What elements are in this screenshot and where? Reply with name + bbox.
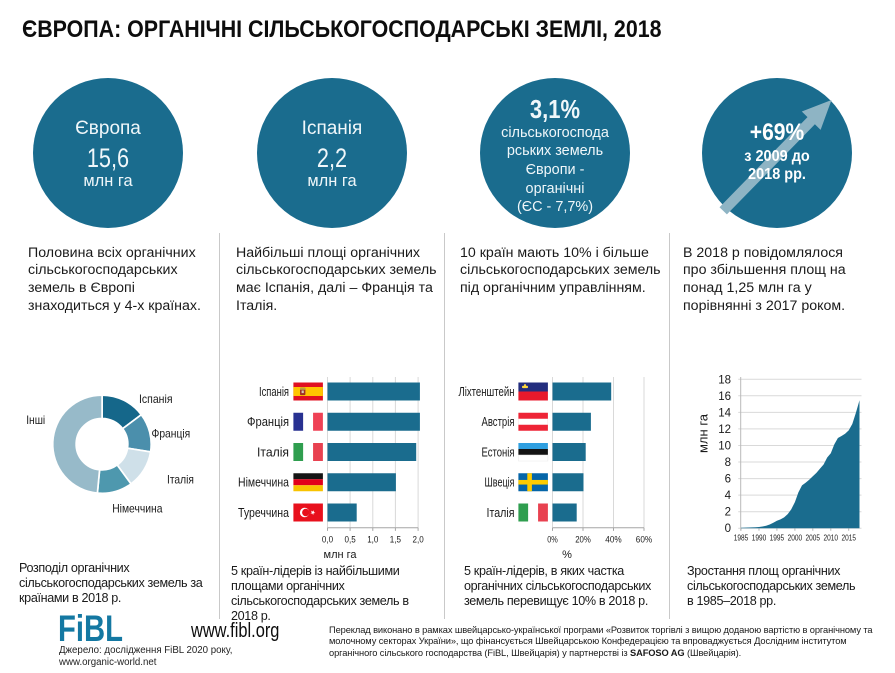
svg-text:2015: 2015	[841, 533, 856, 542]
svg-text:2,0: 2,0	[413, 535, 424, 545]
svg-text:2010: 2010	[824, 533, 839, 542]
svg-text:Інші: Інші	[26, 413, 45, 427]
svg-text:1995: 1995	[770, 533, 785, 542]
svg-text:2: 2	[725, 507, 731, 519]
svg-text:1,0: 1,0	[367, 535, 378, 545]
svg-text:Ліхтенштейн: Ліхтенштейн	[459, 385, 515, 399]
svg-text:Іспанія: Іспанія	[259, 385, 289, 399]
svg-text:2005: 2005	[806, 533, 821, 542]
svg-text:40%: 40%	[605, 535, 621, 545]
svg-text:Франція: Франція	[152, 427, 191, 441]
svg-text:Італія: Італія	[487, 506, 515, 520]
svg-text:20%: 20%	[575, 535, 591, 545]
svg-text:18: 18	[718, 374, 731, 386]
svg-text:Італія: Італія	[167, 472, 194, 486]
svg-text:2000: 2000	[788, 533, 803, 542]
svg-text:14: 14	[718, 407, 731, 419]
svg-text:0: 0	[725, 523, 731, 535]
svg-text:Німеччина: Німеччина	[112, 502, 163, 516]
svg-text:Німеччина: Німеччина	[238, 476, 289, 490]
svg-text:16: 16	[718, 391, 731, 403]
svg-text:6: 6	[725, 474, 731, 486]
svg-text:8: 8	[725, 457, 731, 469]
svg-text:Туреччина: Туреччина	[238, 506, 289, 520]
svg-text:млн га: млн га	[324, 549, 358, 561]
svg-text:60%: 60%	[636, 535, 652, 545]
svg-text:12: 12	[718, 424, 731, 436]
svg-text:Італія: Італія	[257, 445, 289, 459]
svg-text:0%: 0%	[547, 535, 558, 545]
svg-text:Швеція: Швеція	[485, 476, 515, 490]
svg-text:10: 10	[718, 441, 731, 453]
svg-text:1985: 1985	[734, 533, 749, 542]
svg-text:0,5: 0,5	[345, 535, 356, 545]
svg-text:4: 4	[725, 490, 732, 502]
svg-text:Естонія: Естонія	[482, 445, 515, 459]
svg-text:млн га: млн га	[696, 413, 711, 453]
svg-text:Іспанія: Іспанія	[139, 392, 173, 406]
svg-text:Франція: Франція	[247, 415, 289, 429]
svg-text:1990: 1990	[752, 533, 767, 542]
svg-text:%: %	[562, 549, 572, 561]
svg-text:1,5: 1,5	[390, 535, 401, 545]
svg-text:Австрія: Австрія	[482, 415, 515, 429]
svg-text:0,0: 0,0	[322, 535, 333, 545]
